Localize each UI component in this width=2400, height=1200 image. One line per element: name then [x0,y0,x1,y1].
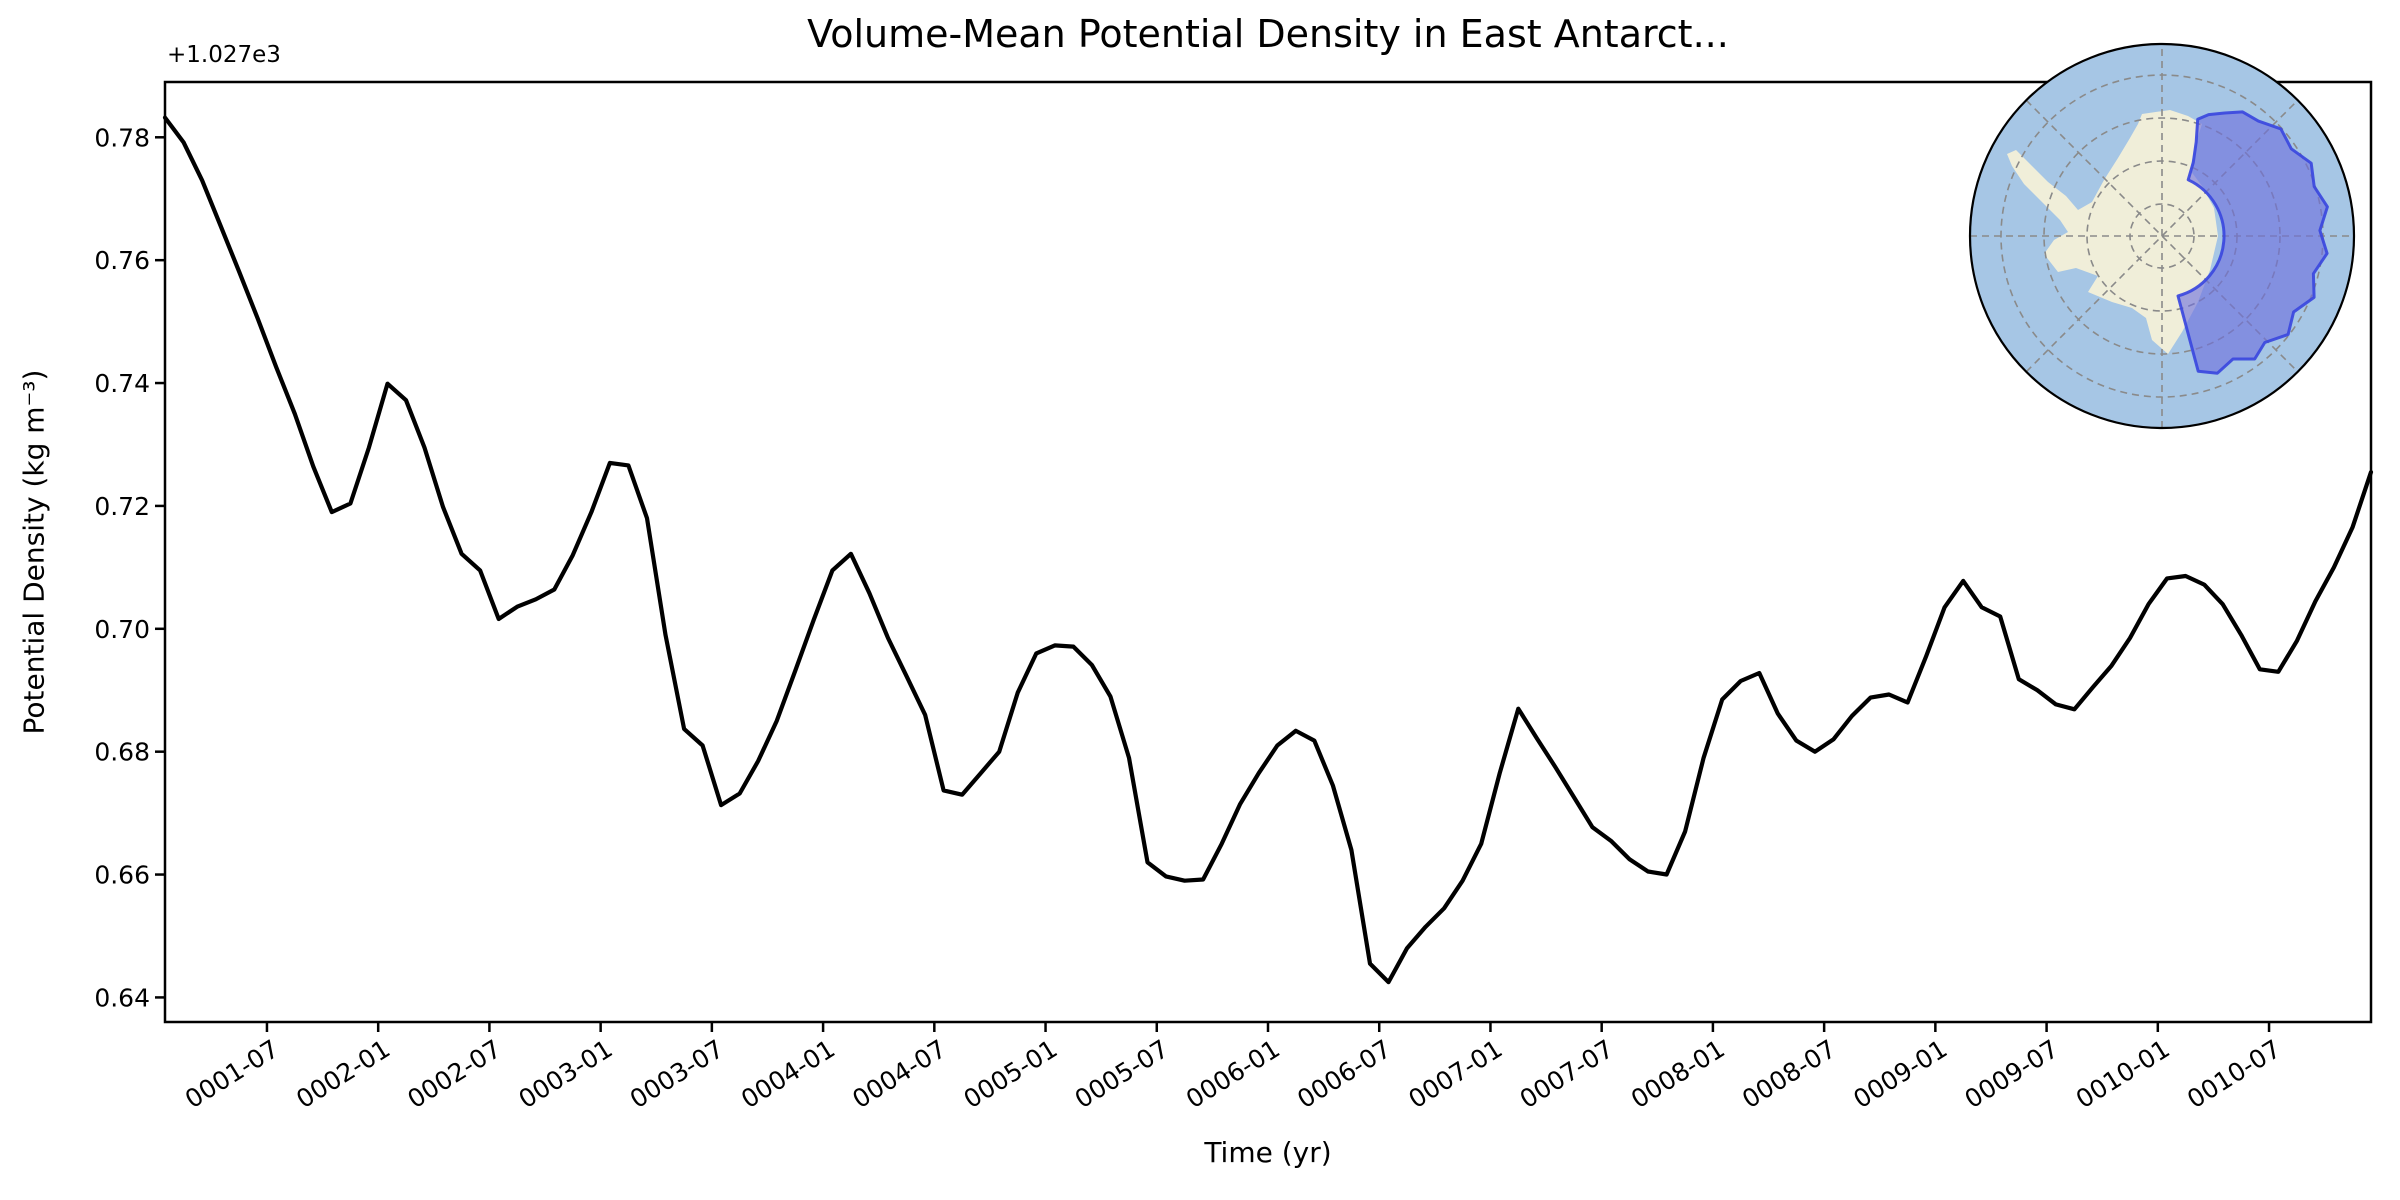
x-tick-label: 0004-07 [847,1034,951,1114]
east-antarctica-highlight-region [2176,110,2329,375]
island [2110,209,2116,215]
x-axis-label: Time (yr) [1204,1136,1332,1169]
x-tick-label: 0008-01 [1626,1034,1730,1114]
y-tick-label: 0.76 [94,246,150,275]
x-tick-label: 0003-01 [514,1034,618,1114]
density-timeseries-line [162,115,2374,985]
graticule-meridian [2025,99,2299,373]
x-tick-label: 0001-07 [180,1034,284,1114]
x-tick-label: 0007-07 [1515,1034,1619,1114]
y-tick-label: 0.74 [94,369,150,398]
x-tick-label: 0006-07 [1292,1034,1396,1114]
x-tick-label: 0008-07 [1737,1034,1841,1114]
y-axis-label: Potential Density (kg m⁻³) [17,369,51,735]
island [2102,196,2110,204]
x-tick-label: 0010-07 [2182,1034,2286,1114]
graticule-meridian [2025,99,2299,373]
x-tick-label: 0003-07 [625,1034,729,1114]
antarctica-landmass [2007,110,2218,354]
x-tick-label: 0006-01 [1181,1034,1285,1114]
y-tick-label: 0.68 [94,738,150,767]
y-axis-offset-label: +1.027e3 [167,42,281,68]
x-tick-label: 0005-07 [1070,1034,1174,1114]
x-tick-label: 0004-01 [736,1034,840,1114]
x-tick-label: 0005-01 [959,1034,1063,1114]
x-tick-label: 0002-07 [402,1034,506,1114]
chart-title: Volume-Mean Potential Density in East An… [807,12,1729,56]
x-tick-label: 0002-01 [291,1034,395,1114]
y-tick-label: 0.72 [94,492,150,521]
map-border [1968,42,2356,430]
y-tick-label: 0.64 [94,983,150,1012]
y-tick-label: 0.70 [94,615,150,644]
x-tick-label: 0009-01 [1848,1034,1952,1114]
map-interior [1971,45,2353,427]
x-tick-label: 0007-01 [1403,1034,1507,1114]
y-tick-label: 0.78 [94,123,150,152]
x-tick-label: 0010-01 [2071,1034,2175,1114]
y-tick-label: 0.66 [94,861,150,890]
inset-map [1968,42,2356,430]
x-tick-label: 0009-07 [1960,1034,2064,1114]
